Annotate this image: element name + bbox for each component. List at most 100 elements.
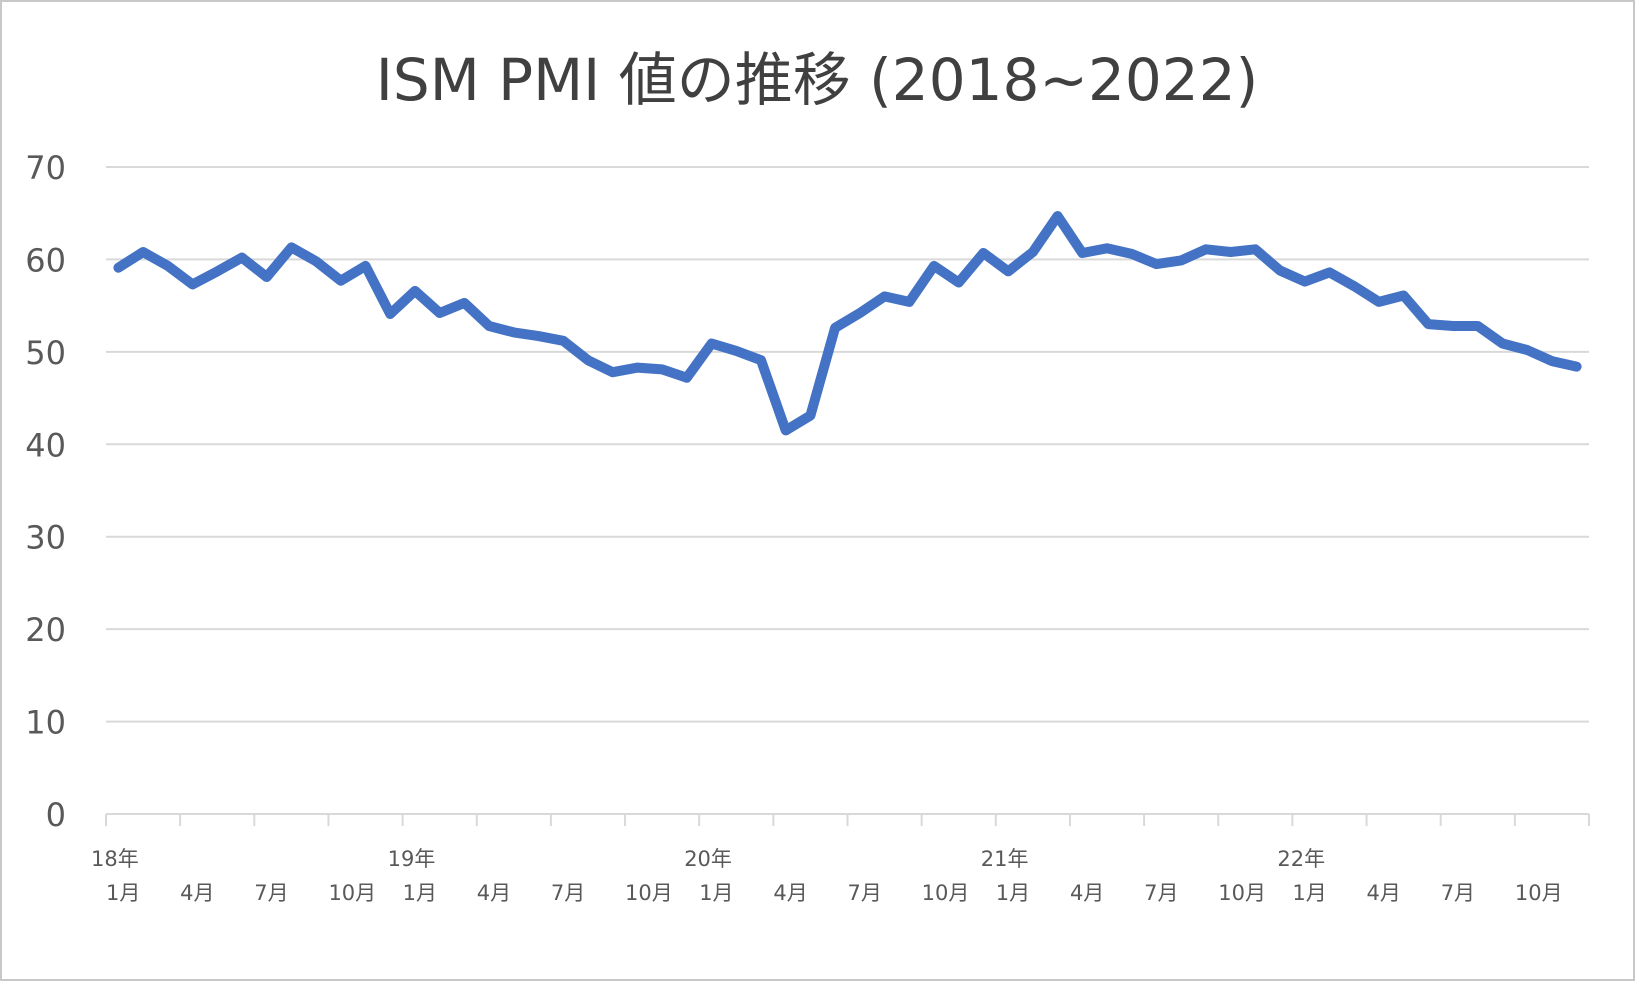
y-tick-label: 30 xyxy=(25,519,66,557)
x-year-label: 19年 xyxy=(388,847,436,871)
data-point xyxy=(1572,362,1582,372)
data-point xyxy=(237,253,247,263)
data-point xyxy=(1028,247,1038,257)
data-point xyxy=(113,263,123,273)
data-point xyxy=(311,256,321,266)
data-point xyxy=(1003,266,1013,276)
x-tick-label: 10月 xyxy=(1515,881,1563,905)
y-tick-label: 70 xyxy=(25,149,66,187)
data-point xyxy=(484,321,494,331)
data-point xyxy=(212,266,222,276)
data-point xyxy=(929,261,939,271)
x-tick-label: 4月 xyxy=(1070,881,1104,905)
data-point xyxy=(435,308,445,318)
x-tick-label: 1月 xyxy=(106,881,140,905)
data-point xyxy=(1473,321,1483,331)
series-layer xyxy=(113,211,1582,436)
data-point xyxy=(904,297,914,307)
data-point xyxy=(1201,244,1211,254)
series-line xyxy=(113,211,1582,436)
x-tick-label: 4月 xyxy=(180,881,214,905)
x-tick-label: 10月 xyxy=(1218,881,1266,905)
data-point xyxy=(756,355,766,365)
data-point xyxy=(188,279,198,289)
data-point xyxy=(361,261,371,271)
y-tick-label: 10 xyxy=(25,704,66,742)
x-year-label: 21年 xyxy=(981,847,1029,871)
y-tick-label: 20 xyxy=(25,611,66,649)
data-point xyxy=(1547,356,1557,366)
y-tick-label: 60 xyxy=(25,241,66,279)
data-point xyxy=(1399,290,1409,300)
data-point xyxy=(385,309,395,319)
data-point xyxy=(583,355,593,365)
data-point xyxy=(1102,243,1112,253)
data-point xyxy=(880,291,890,301)
data-point xyxy=(731,346,741,356)
x-tick-label: 10月 xyxy=(922,881,970,905)
data-point xyxy=(1522,345,1532,355)
x-tick-label: 4月 xyxy=(773,881,807,905)
data-point xyxy=(1349,281,1359,291)
x-year-label: 20年 xyxy=(684,847,732,871)
data-point xyxy=(1250,244,1260,254)
data-point xyxy=(1127,249,1137,259)
data-point xyxy=(805,411,815,421)
x-tick-label: 1月 xyxy=(1292,881,1326,905)
data-point xyxy=(954,278,964,288)
chart-title: ISM PMI 値の推移 (2018~2022) xyxy=(376,46,1258,114)
data-point xyxy=(1176,255,1186,265)
data-point xyxy=(262,272,272,282)
data-point xyxy=(855,308,865,318)
data-point xyxy=(410,286,420,296)
data-point xyxy=(657,364,667,374)
x-tick-label: 7月 xyxy=(848,881,882,905)
data-point xyxy=(1275,266,1285,276)
x-tick-label: 10月 xyxy=(625,881,673,905)
data-point xyxy=(1226,247,1236,257)
data-point xyxy=(682,373,692,383)
x-tick-label: 4月 xyxy=(477,881,511,905)
data-point xyxy=(781,425,791,435)
data-point xyxy=(707,339,717,349)
data-point xyxy=(509,327,519,337)
data-point xyxy=(1300,277,1310,287)
data-point xyxy=(1053,211,1063,221)
data-point xyxy=(286,242,296,252)
x-year-label: 22年 xyxy=(1277,847,1325,871)
data-point xyxy=(830,323,840,333)
data-point xyxy=(163,261,173,271)
data-point xyxy=(1448,321,1458,331)
gridlines xyxy=(106,166,1589,723)
x-tick-label: 1月 xyxy=(403,881,437,905)
data-point xyxy=(459,298,469,308)
x-tick-label: 7月 xyxy=(254,881,288,905)
data-point xyxy=(336,276,346,286)
data-point xyxy=(632,363,642,373)
x-year-label: 18年 xyxy=(91,847,139,871)
data-point xyxy=(138,247,148,257)
data-point xyxy=(978,248,988,258)
data-point xyxy=(1077,248,1087,258)
x-tick-label: 7月 xyxy=(1144,881,1178,905)
data-point xyxy=(1374,297,1384,307)
x-axis: 1月 4月 7月 10月 1月 4月 7月 10月 1月 4月 7月 10月 1月 4月 7月 10月 1月 4月… xyxy=(91,813,1590,905)
data-point xyxy=(1423,319,1433,329)
x-tick-label: 1月 xyxy=(699,881,733,905)
y-axis: 0 10 20 30 40 50 60 70 xyxy=(25,149,66,834)
x-tick-label: 7月 xyxy=(551,881,585,905)
x-tick-label: 10月 xyxy=(328,881,376,905)
data-point xyxy=(1324,267,1334,277)
y-tick-label: 0 xyxy=(46,796,66,834)
data-point xyxy=(608,367,618,377)
data-point xyxy=(558,336,568,346)
x-tick-label: 1月 xyxy=(996,881,1030,905)
y-tick-label: 50 xyxy=(25,334,66,372)
x-tick-label: 4月 xyxy=(1367,881,1401,905)
data-point xyxy=(1497,339,1507,349)
data-point xyxy=(1151,259,1161,269)
x-tick-label: 7月 xyxy=(1441,881,1475,905)
y-tick-label: 40 xyxy=(25,426,66,464)
